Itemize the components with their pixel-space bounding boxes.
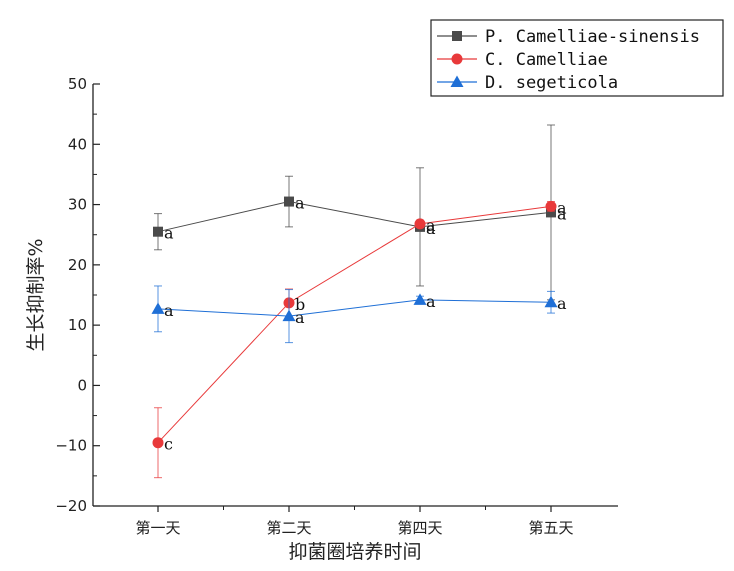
y-tick-label: 20 [68, 256, 87, 274]
x-tick-label: 第一天 [135, 519, 180, 537]
significance-label: a [164, 224, 174, 243]
data-point [414, 218, 426, 230]
x-tick-label: 第四天 [397, 519, 442, 537]
legend-label: C. Camelliae [485, 50, 608, 70]
series-line [157, 205, 552, 444]
significance-label: a [426, 219, 436, 238]
x-tick-label: 第二天 [266, 519, 311, 537]
y-tick-label: 50 [68, 75, 87, 93]
y-tick-label: −10 [55, 437, 87, 455]
legend-item: C. Camelliae [437, 50, 608, 70]
y-axis-ticks: −20 −10 0 10 20 30 40 50 [55, 75, 100, 515]
series-line [157, 201, 552, 233]
significance-label: c [164, 435, 173, 454]
data-point [545, 200, 557, 212]
significance-label: a [557, 198, 567, 217]
data-point [413, 293, 427, 305]
significance-label: a [295, 194, 305, 213]
legend-marker [452, 31, 462, 41]
data-point [546, 207, 556, 218]
y-tick-label: 40 [68, 135, 87, 153]
y-tick-label: 0 [77, 376, 87, 394]
series-3: a aa a [151, 285, 567, 344]
legend-label: D. segeticola [485, 73, 618, 93]
data-point [284, 196, 294, 207]
significance-label: a [557, 294, 567, 313]
significance-label: a [426, 292, 436, 311]
y-tick-label: 30 [68, 196, 87, 214]
x-tick-label: 第五天 [528, 519, 573, 537]
legend-item: D. segeticola [437, 73, 618, 93]
data-point [152, 437, 164, 449]
significance-label: a [426, 216, 436, 235]
significance-label: a [557, 204, 567, 223]
significance-label: b [295, 295, 305, 314]
data-point [544, 295, 558, 308]
x-axis-ticks: 第一天 第二天 第四天 第五天 [135, 506, 574, 537]
legend: P. Camelliae-sinensis C. Camelliae D. sege… [430, 19, 724, 97]
legend-marker [451, 53, 463, 65]
legend-label: P. Camelliae-sinensis [485, 27, 700, 47]
data-point [282, 309, 296, 322]
significance-label: a [295, 308, 305, 327]
significance-label: a [164, 301, 174, 320]
y-tick-label: −20 [55, 497, 87, 515]
data-point [151, 302, 165, 314]
data-point [153, 226, 163, 237]
y-axis-title: 生长抑制率% [25, 238, 47, 351]
x-axis-title: 抑菌圈培养时间 [288, 541, 421, 563]
legend-item: P. Camelliae-sinensis [437, 27, 700, 47]
y-tick-label: 10 [68, 316, 87, 334]
legend-marker [450, 75, 464, 87]
legend-box [430, 19, 724, 97]
series-line [157, 299, 552, 317]
